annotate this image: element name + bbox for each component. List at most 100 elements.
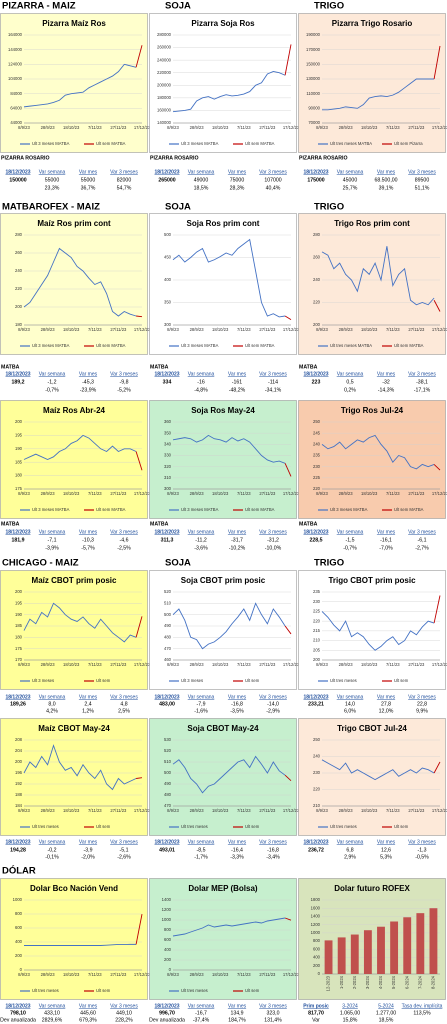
table-header: 18/12/2023 xyxy=(5,694,30,700)
y-tick-label: 220 xyxy=(313,787,321,792)
legend-label: Ult sem xyxy=(96,988,111,993)
y-tick-label: 1000 xyxy=(311,930,321,935)
table-header: Var semana xyxy=(188,371,215,377)
x-tick-label: 27/11/23 xyxy=(110,327,127,332)
y-tick-label: 44000 xyxy=(10,120,22,125)
table-cell: -2,5% xyxy=(117,545,131,551)
x-tick-label: 18/10/23 xyxy=(361,327,378,332)
y-tick-label: 240 xyxy=(313,441,321,446)
x-tick-label: 7/11/23 xyxy=(88,327,102,332)
table-cell: -0,2 xyxy=(48,847,57,853)
table-header: Var mes xyxy=(228,169,247,175)
y-tick-label: 235 xyxy=(313,453,321,458)
x-tick-label: 27/11/23 xyxy=(110,972,127,977)
y-tick-label: 220 xyxy=(313,486,321,491)
legend-label: Ult tres meses xyxy=(181,988,208,993)
chart-title: Soja CBOT prim posic xyxy=(181,576,266,585)
chart-title: Dolar Bco Nación Vend xyxy=(30,884,118,893)
table-cell: 8,0 xyxy=(48,701,55,707)
x-tick-label: 7-2024 xyxy=(417,975,422,989)
table-cell: -3,9 xyxy=(84,847,93,853)
table-cell: 27,8 xyxy=(381,701,391,707)
y-tick-label: 84000 xyxy=(10,91,22,96)
table-header: 18/12/2023 xyxy=(303,371,328,377)
x-tick-label: 28/9/23 xyxy=(41,808,56,813)
y-tick-label: 800 xyxy=(313,938,321,943)
table-cell: 189,2 xyxy=(12,379,25,385)
table-header: Var mes xyxy=(377,839,396,845)
table-cell: -1,7% xyxy=(194,854,208,860)
table-header: Var 3 meses xyxy=(259,371,287,377)
chart-panel xyxy=(298,570,446,690)
x-tick-label: 18/10/23 xyxy=(361,808,378,813)
chart-panel xyxy=(298,13,446,153)
series-line xyxy=(135,451,143,471)
legend-label: Ult tres meses xyxy=(181,824,208,829)
x-tick-label: 8/9/23 xyxy=(18,808,30,813)
x-tick-label: 27/11/23 xyxy=(259,491,276,496)
y-tick-label: 190 xyxy=(15,446,23,451)
table-cell: 107000 xyxy=(264,177,281,183)
bar xyxy=(363,930,372,974)
x-tick-label: 8/9/23 xyxy=(167,972,179,977)
y-tick-label: 600 xyxy=(164,937,172,942)
x-tick-label: 27/11/23 xyxy=(110,808,127,813)
x-tick-label: 7/11/23 xyxy=(386,662,400,667)
series-line xyxy=(135,914,143,945)
y-tick-label: 195 xyxy=(15,433,23,438)
table-cell: -5,1 xyxy=(120,847,129,853)
table-cell: -16 xyxy=(197,379,205,385)
x-tick-label: 18/10/23 xyxy=(63,491,80,496)
table-cell: 150000 xyxy=(9,177,26,183)
bar xyxy=(324,940,333,974)
table-header: 18/12/2023 xyxy=(5,371,30,377)
table-header: Var 3 meses xyxy=(408,694,436,700)
y-tick-label: 192 xyxy=(15,781,23,786)
legend-label: Ult sem xyxy=(245,678,260,683)
series-line xyxy=(172,917,286,937)
table-header: 18/12/2023 xyxy=(5,1003,30,1009)
table-header: Var semana xyxy=(337,529,364,535)
table-cell: -4,8% xyxy=(194,387,208,393)
table-cell: 449,10 xyxy=(116,1010,132,1016)
series-line xyxy=(321,759,435,781)
y-tick-label: 0 xyxy=(20,967,23,972)
y-tick-label: 220 xyxy=(15,286,23,291)
table-cell: 113,5% xyxy=(413,1010,431,1016)
y-tick-label: 196 xyxy=(15,770,23,775)
x-tick-label: 27/11/23 xyxy=(408,808,425,813)
legend-label: Ult sem MATBA xyxy=(245,343,275,348)
x-tick-label: 7/11/23 xyxy=(237,808,251,813)
table-cell: -37,4% xyxy=(193,1017,210,1023)
y-tick-label: 220000 xyxy=(157,70,172,75)
y-tick-label: 1400 xyxy=(162,897,172,902)
table-cell: 36,7% xyxy=(81,185,96,191)
table-header: Var semana xyxy=(39,1003,66,1009)
x-tick-label: 28/9/23 xyxy=(41,125,56,130)
x-tick-label: 8-2024 xyxy=(431,975,436,989)
x-tick-label: 17/12/23 xyxy=(134,125,151,130)
table-header: Var mes xyxy=(377,169,396,175)
x-tick-label: 8/9/23 xyxy=(18,662,30,667)
x-tick-label: 8/9/23 xyxy=(18,327,30,332)
table-header: Var mes xyxy=(377,371,396,377)
y-tick-label: 245 xyxy=(313,430,321,435)
y-tick-label: 204 xyxy=(15,748,23,753)
y-tick-label: 240 xyxy=(313,754,321,759)
x-tick-label: 18/10/23 xyxy=(63,327,80,332)
table-cell: 23,3% xyxy=(45,185,60,191)
table-cell: 75000 xyxy=(230,177,245,183)
x-tick-label: 27/11/23 xyxy=(110,491,127,496)
y-tick-label: 220 xyxy=(313,300,321,305)
y-tick-label: 195 xyxy=(15,600,23,605)
y-tick-label: 330 xyxy=(164,453,172,458)
table-header: 18/12/2023 xyxy=(303,839,328,845)
x-tick-label: 17/12/23 xyxy=(432,491,447,496)
section-heading: TRIGO xyxy=(314,558,344,569)
series-line xyxy=(433,300,441,312)
table-cell: -16,8 xyxy=(267,847,279,853)
chart-title: Maíz Ros Abr-24 xyxy=(43,406,105,415)
table-cell: -5,2% xyxy=(117,387,131,393)
y-tick-label: 225 xyxy=(313,475,321,480)
